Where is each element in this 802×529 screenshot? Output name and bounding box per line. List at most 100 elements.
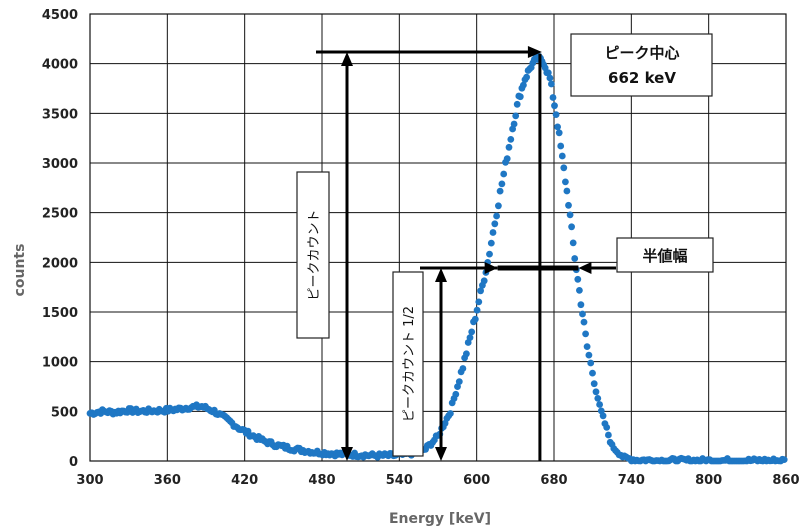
x-tick-label: 360 (154, 473, 181, 488)
data-point (244, 427, 252, 435)
data-point (568, 223, 575, 231)
y-tick-label: 2500 (42, 207, 78, 222)
data-point (589, 369, 596, 377)
y-tick-label: 1500 (42, 306, 78, 321)
arrow-head (435, 268, 447, 282)
data-point (480, 277, 488, 285)
data-point (452, 390, 460, 398)
data-point (605, 431, 612, 439)
data-point (487, 239, 495, 247)
data-point (555, 129, 563, 137)
data-point (558, 152, 566, 160)
data-point (577, 301, 585, 309)
data-point (551, 102, 558, 110)
y-tick-label: 3500 (42, 107, 78, 122)
data-point (489, 229, 497, 236)
y-tick-label: 4000 (42, 58, 78, 73)
data-point (585, 351, 593, 359)
data-point (562, 178, 569, 186)
data-point (590, 380, 598, 388)
x-tick-label: 300 (76, 473, 103, 488)
arrow-head (341, 447, 353, 461)
data-point (576, 287, 583, 294)
data-point (468, 328, 476, 336)
data-point (512, 112, 520, 120)
data-point (477, 287, 484, 295)
data-point (580, 318, 588, 326)
x-tick-label: 860 (772, 473, 799, 488)
data-point (554, 123, 561, 131)
peak-count-label: ピークカウント (307, 209, 322, 300)
x-tick-label: 480 (308, 473, 335, 488)
fwhm-label: 半値幅 (642, 247, 687, 265)
data-point (447, 410, 454, 417)
y-tick-label: 4500 (42, 8, 78, 23)
data-point (513, 100, 521, 108)
data-point (563, 187, 571, 195)
data-point (459, 365, 467, 372)
data-point (516, 93, 524, 101)
peak-center-label-box (570, 33, 713, 97)
y-axis-title: counts (12, 244, 28, 297)
data-point (491, 220, 499, 228)
data-point (574, 275, 582, 283)
arrow-head (341, 52, 353, 66)
data-point (582, 330, 589, 338)
y-tick-label: 3000 (42, 157, 78, 172)
peak-count-label-box (296, 171, 330, 339)
data-point (587, 359, 595, 367)
data-point (549, 94, 557, 101)
data-point (571, 255, 579, 262)
x-tick-label: 800 (695, 473, 722, 488)
data-point (592, 388, 600, 396)
data-point (471, 315, 479, 323)
fwhm-label-box (616, 237, 714, 273)
plot-frame (89, 13, 787, 462)
data-point (495, 202, 502, 210)
data-point (544, 69, 552, 77)
x-axis-title: Energy [keV] (389, 511, 491, 527)
data-point (780, 456, 788, 463)
data-point (594, 395, 602, 402)
data-point (565, 201, 572, 209)
x-tick-label: 540 (386, 473, 413, 488)
y-tick-label: 1000 (42, 356, 78, 371)
data-point (493, 212, 500, 220)
data-point (475, 298, 483, 306)
x-tick-label: 680 (540, 473, 567, 488)
data-point (557, 142, 565, 150)
data-point (596, 401, 603, 408)
data-point (599, 412, 607, 420)
data-point (569, 239, 577, 247)
x-tick-label: 600 (463, 473, 490, 488)
arrow-head (578, 262, 592, 274)
data-point (486, 250, 493, 258)
arrow-head (435, 447, 447, 461)
data-point (507, 136, 515, 143)
data-points (86, 52, 788, 465)
half-count-label: ピークカウント 1/2 (402, 306, 417, 422)
data-point (503, 155, 511, 163)
arrow-head (484, 262, 498, 274)
data-point (496, 187, 504, 195)
data-point (523, 73, 530, 81)
data-point (510, 120, 518, 128)
axes: 300 360 420 480 540 600 680 740 800 860 0 500 1000 15… (42, 8, 800, 488)
data-point (498, 180, 506, 188)
data-point (583, 343, 591, 350)
half-count-label-box (392, 271, 424, 457)
x-tick-label: 420 (231, 473, 258, 488)
peak-energy-label: 662 keV (608, 69, 676, 87)
data-point (548, 80, 555, 88)
data-point (552, 111, 560, 118)
data-point (455, 378, 463, 385)
peak-center-label: ピーク中心 (604, 44, 679, 62)
y-tick-label: 0 (69, 455, 78, 470)
data-point (566, 211, 574, 219)
data-point (473, 306, 481, 314)
data-point (500, 170, 508, 178)
data-point (520, 81, 527, 89)
arrow-head (527, 46, 542, 58)
data-point (546, 74, 554, 82)
